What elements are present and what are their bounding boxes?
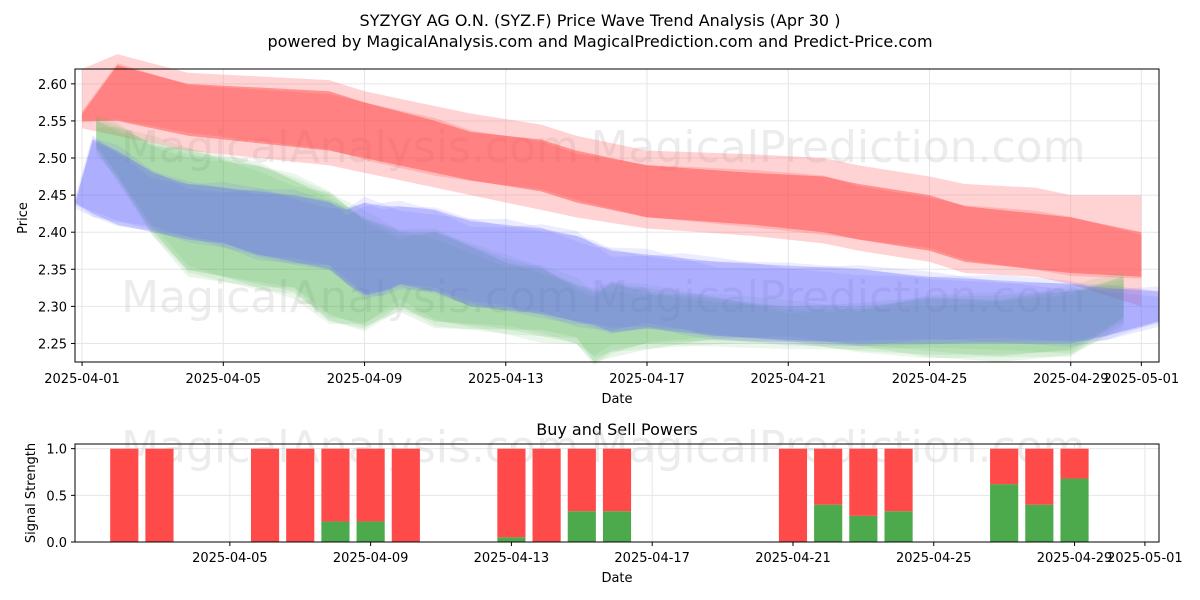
price-wave-chart: MagicalAnalysis.com MagicalPrediction.co… bbox=[16, 54, 1179, 407]
sell-bar bbox=[497, 448, 526, 538]
price-y-axis-label: Price bbox=[16, 202, 31, 234]
watermark-prediction-top: MagicalPrediction.com bbox=[591, 122, 1086, 173]
sell-bar bbox=[532, 448, 561, 542]
signal-x-tick-label: 2025-04-13 bbox=[474, 551, 550, 566]
price-x-tick-label: 2025-04-01 bbox=[44, 372, 120, 387]
signal-bars bbox=[110, 448, 1089, 542]
price-watermarks: MagicalAnalysis.com MagicalPrediction.co… bbox=[121, 122, 1085, 323]
price-x-ticks: 2025-04-01 2025-04-05 2025-04-09 2025-04-13… bbox=[44, 362, 1179, 387]
price-plot-area bbox=[75, 69, 1159, 362]
signal-x-tick-label: 2025-04-21 bbox=[755, 551, 831, 566]
buy-bar bbox=[849, 515, 878, 542]
signal-x-tick-label: 2025-05-01 bbox=[1107, 551, 1183, 566]
signal-x-tick-label: 2025-04-05 bbox=[192, 551, 268, 566]
price-x-tick-label: 2025-04-13 bbox=[468, 372, 544, 387]
signal-x-axis-label: Date bbox=[601, 571, 632, 586]
sell-bar bbox=[567, 448, 596, 512]
price-grid bbox=[75, 69, 1159, 362]
buy-bar bbox=[1060, 478, 1089, 542]
wave-band-2-layer-3 bbox=[96, 120, 1124, 363]
signal-x-ticks: 2025-04-05 2025-04-09 2025-04-13 2025-04-17… bbox=[192, 542, 1183, 566]
signal-y-tick-label: 1.0 bbox=[46, 443, 67, 458]
chart-subtitle: powered by MagicalAnalysis.com and Magic… bbox=[267, 32, 932, 51]
buy-sell-chart: Buy and Sell Powers MagicalAnalysis.com … bbox=[24, 420, 1183, 586]
price-y-tick-label: 2.60 bbox=[38, 78, 67, 93]
sell-bar bbox=[391, 448, 420, 542]
wave-band-1-layer-0 bbox=[82, 65, 1142, 277]
price-y-tick-label: 2.40 bbox=[38, 226, 67, 241]
buy-bar bbox=[321, 521, 350, 542]
price-y-tick-label: 2.50 bbox=[38, 152, 67, 167]
signal-y-ticks: 0.0 0.5 1.0 bbox=[46, 443, 75, 551]
buy-bar bbox=[990, 484, 1019, 542]
buy-bar bbox=[1025, 504, 1054, 542]
wave-bands bbox=[75, 54, 1159, 366]
sell-bar bbox=[849, 448, 878, 516]
buy-sell-title: Buy and Sell Powers bbox=[536, 420, 698, 439]
sell-bar bbox=[145, 448, 174, 542]
signal-x-tick-label: 2025-04-09 bbox=[333, 551, 409, 566]
buy-bar bbox=[497, 537, 526, 542]
price-y-ticks: 2.25 2.30 2.35 2.40 2.45 2.50 2.55 2.60 bbox=[38, 78, 75, 352]
sell-bar bbox=[778, 448, 808, 542]
signal-y-axis-label: Signal Strength bbox=[24, 443, 39, 543]
buy-bar bbox=[814, 504, 843, 542]
price-y-tick-label: 2.30 bbox=[38, 300, 67, 315]
sell-bar bbox=[602, 448, 632, 512]
sell-bar bbox=[1025, 448, 1054, 505]
price-y-tick-label: 2.35 bbox=[38, 263, 67, 278]
signal-x-tick-label: 2025-04-17 bbox=[614, 551, 690, 566]
wave-band-2-layer-1 bbox=[96, 114, 1124, 366]
price-x-tick-label: 2025-04-17 bbox=[609, 372, 685, 387]
watermark-prediction-mid: MagicalPrediction.com bbox=[591, 272, 1086, 323]
buy-bar bbox=[884, 511, 913, 542]
price-x-axis-label: Date bbox=[601, 392, 632, 407]
signal-y-tick-label: 0.0 bbox=[46, 536, 67, 551]
wave-band-0-layer-0 bbox=[82, 54, 1142, 307]
wave-band-2-layer-4 bbox=[96, 118, 1124, 356]
sell-bar bbox=[356, 448, 385, 522]
wave-band-3-layer-0 bbox=[75, 139, 1159, 344]
buy-bar bbox=[356, 521, 385, 542]
price-x-tick-label: 2025-04-09 bbox=[327, 372, 403, 387]
watermark-analysis-top: MagicalAnalysis.com bbox=[121, 122, 579, 173]
sell-bar bbox=[250, 448, 280, 542]
sell-bar bbox=[286, 448, 315, 542]
signal-x-tick-label: 2025-04-29 bbox=[1037, 551, 1113, 566]
price-x-tick-label: 2025-04-29 bbox=[1033, 372, 1109, 387]
wave-band-2-layer-0 bbox=[96, 120, 1124, 363]
price-x-tick-label: 2025-05-01 bbox=[1104, 372, 1180, 387]
sell-bar bbox=[110, 448, 139, 542]
signal-x-tick-label: 2025-04-25 bbox=[896, 551, 972, 566]
price-x-tick-label: 2025-04-05 bbox=[186, 372, 262, 387]
price-plot-frame bbox=[74, 68, 1160, 363]
price-x-tick-label: 2025-04-25 bbox=[892, 372, 968, 387]
wave-band-3-layer-3 bbox=[75, 142, 1159, 347]
wave-band-3-layer-1 bbox=[75, 135, 1159, 347]
sell-bar bbox=[321, 448, 350, 522]
signal-plot-frame bbox=[74, 443, 1160, 543]
sell-bar bbox=[884, 448, 913, 512]
chart-title: SYZYGY AG O.N. (SYZ.F) Price Wave Trend … bbox=[360, 11, 841, 30]
sell-bar bbox=[1060, 448, 1089, 479]
buy-bar bbox=[567, 511, 596, 542]
price-y-tick-label: 2.25 bbox=[38, 337, 67, 352]
wave-band-2-layer-2 bbox=[96, 127, 1124, 358]
sell-bar bbox=[990, 448, 1019, 485]
wave-band-3-layer-2 bbox=[75, 138, 1159, 347]
sell-bar bbox=[814, 448, 843, 505]
wave-band-1-layer-1 bbox=[82, 63, 1142, 279]
watermark-analysis-mid: MagicalAnalysis.com bbox=[121, 272, 579, 323]
price-x-tick-label: 2025-04-21 bbox=[750, 372, 826, 387]
buy-bar bbox=[602, 511, 632, 542]
signal-y-tick-label: 0.5 bbox=[46, 489, 67, 504]
price-y-tick-label: 2.45 bbox=[38, 189, 67, 204]
price-y-tick-label: 2.55 bbox=[38, 115, 67, 130]
